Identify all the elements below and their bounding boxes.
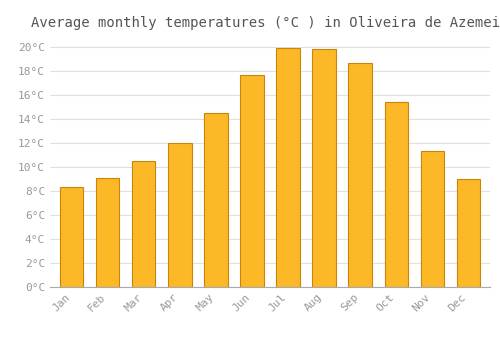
Bar — [384, 102, 408, 287]
Bar — [60, 187, 84, 287]
Bar — [348, 63, 372, 287]
Bar — [456, 179, 480, 287]
Bar — [204, 113, 228, 287]
Bar — [276, 48, 300, 287]
Bar — [132, 161, 156, 287]
Bar — [420, 152, 444, 287]
Bar — [168, 143, 192, 287]
Bar — [240, 75, 264, 287]
Bar — [312, 49, 336, 287]
Bar — [96, 178, 120, 287]
Title: Average monthly temperatures (°C ) in Oliveira de Azemeis: Average monthly temperatures (°C ) in Ol… — [32, 16, 500, 30]
